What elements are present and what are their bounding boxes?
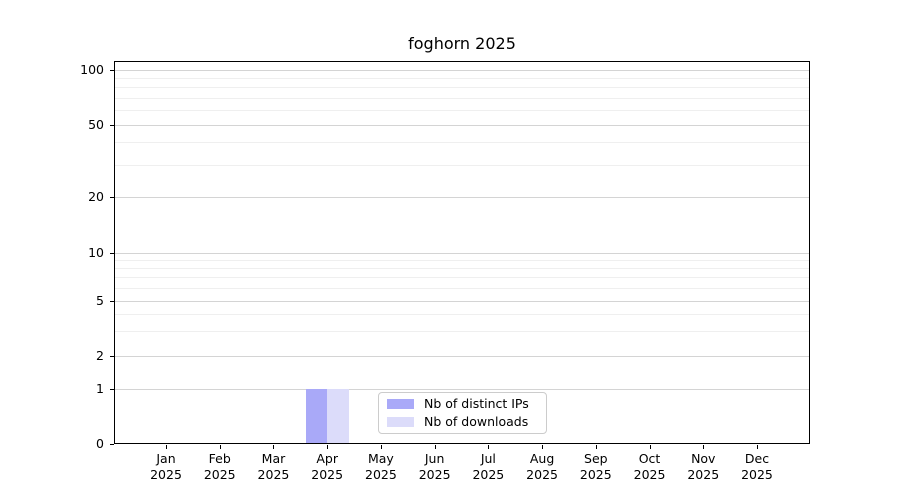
plot-area [114, 61, 810, 444]
x-tick-mark [219, 445, 221, 449]
y-tick-mark [110, 253, 114, 254]
y-tick-mark [110, 197, 114, 198]
minor-gridline [115, 259, 809, 261]
x-tick-mark [649, 445, 651, 449]
x-tick-mark [380, 445, 382, 449]
bar-downloads [326, 389, 349, 444]
minor-gridline [115, 77, 809, 79]
minor-gridline [115, 331, 809, 333]
x-tick-label: Sep 2025 [579, 451, 612, 482]
chart-title: foghorn 2025 [408, 34, 516, 53]
minor-gridline [115, 142, 809, 144]
legend-label: Nb of distinct IPs [424, 396, 529, 411]
minor-gridline [115, 287, 809, 289]
x-tick-label: May 2025 [365, 451, 397, 482]
x-tick-mark [703, 445, 705, 449]
major-gridline [115, 252, 809, 254]
minor-gridline [115, 97, 809, 99]
x-tick-label: Jun 2025 [418, 451, 451, 482]
legend-item-distinct-ips: Nb of distinct IPs [387, 397, 538, 411]
y-tick-label: 50 [88, 117, 104, 132]
major-gridline [115, 355, 809, 357]
minor-gridline [115, 313, 809, 315]
x-tick-label: Mar 2025 [257, 451, 290, 482]
minor-gridline [115, 267, 809, 269]
major-gridline [115, 69, 809, 71]
x-tick-mark [327, 445, 329, 449]
major-gridline [115, 196, 809, 198]
y-tick-label: 0 [96, 436, 104, 451]
x-tick-mark [273, 445, 275, 449]
legend-label: Nb of downloads [424, 414, 529, 429]
legend-swatch-0 [387, 399, 414, 409]
y-tick-mark [110, 356, 114, 357]
y-tick-label: 5 [96, 293, 104, 308]
x-tick-label: Apr 2025 [311, 451, 344, 482]
x-tick-mark [434, 445, 436, 449]
y-tick-label: 2 [96, 348, 104, 363]
y-tick-label: 1 [96, 381, 104, 396]
y-tick-mark [110, 444, 114, 445]
legend-swatch-1 [387, 417, 414, 427]
y-tick-label: 20 [88, 189, 104, 204]
y-tick-label: 100 [80, 62, 104, 77]
x-tick-label: Oct 2025 [633, 451, 666, 482]
y-tick-mark [110, 70, 114, 71]
x-tick-label: Dec 2025 [741, 451, 773, 482]
y-tick-mark [110, 125, 114, 126]
y-tick-label: 10 [88, 245, 104, 260]
x-tick-label: Nov 2025 [687, 451, 720, 482]
legend: Nb of distinct IPs Nb of downloads [378, 392, 547, 434]
x-tick-label: Jul 2025 [472, 451, 505, 482]
minor-gridline [115, 164, 809, 166]
x-tick-mark [166, 445, 167, 449]
major-gridline [115, 300, 809, 302]
legend-item-downloads: Nb of downloads [387, 415, 538, 429]
minor-gridline [115, 110, 809, 112]
major-gridline [115, 388, 809, 390]
x-tick-mark [595, 445, 597, 449]
x-tick-mark [756, 445, 758, 449]
x-tick-mark [542, 445, 544, 449]
minor-gridline [115, 87, 809, 89]
bar-distinct-ips [305, 389, 327, 444]
minor-gridline [115, 277, 809, 279]
major-gridline [115, 124, 809, 126]
y-tick-mark [110, 389, 114, 390]
x-tick-label: Feb 2025 [203, 451, 236, 482]
y-tick-mark [110, 301, 114, 302]
x-tick-mark [488, 445, 490, 449]
x-tick-label: Jan 2025 [150, 451, 182, 482]
x-tick-label: Aug 2025 [526, 451, 558, 482]
